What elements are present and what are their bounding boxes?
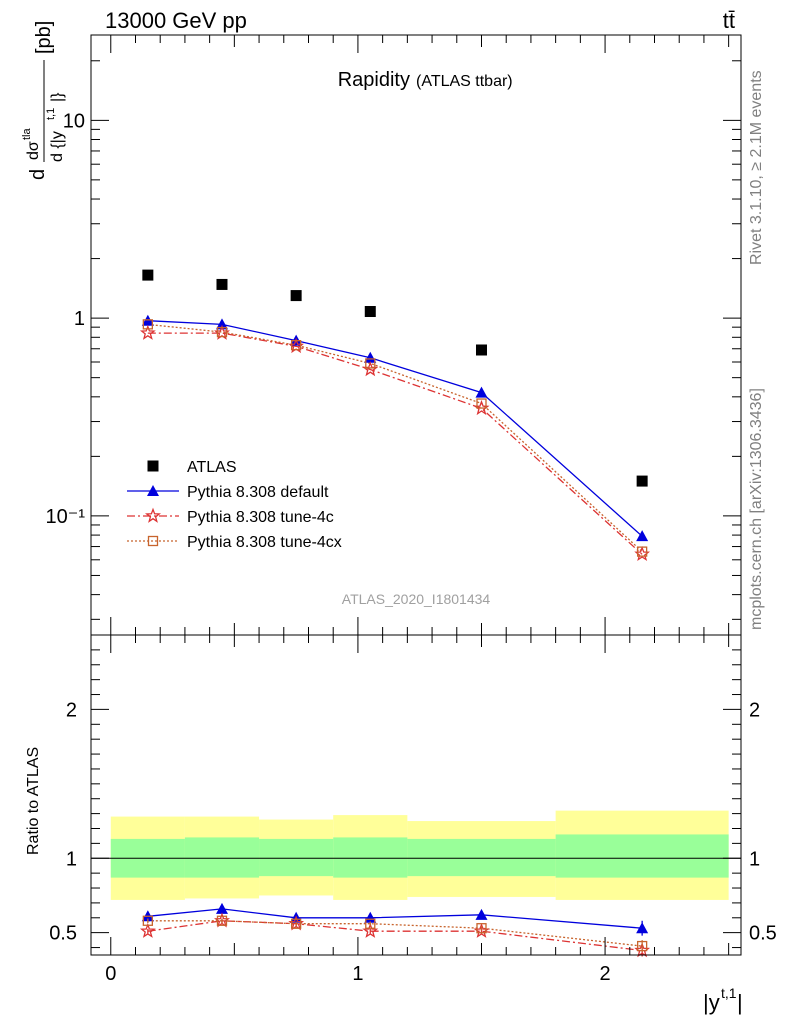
legend-label: Pythia 8.308 tune-4cx (187, 534, 342, 551)
data-point-triangle (364, 351, 377, 363)
ratio-panel: 0.5 0.5 1 1 2 2 0 1 2 Ratio to ATLAS |y t,1 | (25, 634, 777, 1015)
chart-subtitle: (ATLAS ttbar) (416, 73, 513, 90)
data-point-open-square (142, 915, 153, 926)
ratio-line-tune4cx (147, 920, 643, 947)
data-point-triangle (215, 318, 228, 330)
data-point-star (139, 324, 156, 340)
ratio-frame (90, 634, 742, 956)
series-line-default (147, 320, 643, 537)
uncertainty-band-inner (259, 838, 334, 877)
x-tick-label: 1 (352, 963, 363, 985)
svg-text:tla: tla (21, 128, 33, 141)
chart-title: Rapidity (338, 69, 410, 91)
data-point-triangle (475, 908, 488, 920)
y-tick-label: 10 (63, 110, 85, 132)
header-left: 13000 GeV pp (105, 8, 247, 33)
svg-text:dσ: dσ (25, 141, 42, 160)
legend-label: Pythia 8.308 tune-4c (187, 509, 334, 526)
ratio-ylabel: Ratio to ATLAS (25, 747, 42, 855)
legend: ATLAS Pythia 8.308 default Pythia 8.308 tu… (127, 459, 342, 551)
y-tick-label: 1 (74, 308, 85, 330)
series-line-tune4cx (147, 323, 643, 553)
series-line-tune4c (147, 332, 643, 555)
data-point-open-square (636, 940, 648, 952)
data-point-square (142, 269, 154, 281)
data-point-triangle (147, 485, 159, 496)
data-point-triangle (636, 922, 649, 934)
uncertainty-band-inner (407, 838, 556, 877)
svg-text:|y: |y (703, 990, 720, 1015)
svg-text:[pb]: [pb] (33, 21, 55, 54)
x-axis-label: |y t,1 | (703, 985, 743, 1015)
svg-text:d: d (27, 169, 49, 180)
ratio-line-default (147, 908, 643, 929)
legend-label: ATLAS (187, 459, 237, 476)
svg-text:t,1: t,1 (45, 108, 57, 120)
uncertainty-band-inner (555, 834, 729, 878)
ratio-y-tick-label-right: 1 (749, 848, 760, 870)
data-point-open-square (216, 326, 228, 338)
data-point-star (362, 922, 379, 938)
data-point-square (475, 344, 487, 356)
uncertainty-band-inner (333, 837, 408, 878)
svg-text:d {|y: d {|y (49, 131, 66, 162)
data-point-open-square (365, 358, 376, 369)
data-point-star (139, 922, 156, 938)
main-ylabel: d dσ tla d {|y t,1 |} [pb] (21, 21, 66, 180)
svg-text:t,1: t,1 (721, 985, 737, 1001)
data-point-open-square (147, 535, 159, 547)
x-tick-label: 0 (105, 963, 116, 985)
data-point-square (147, 460, 159, 472)
data-point-triangle (364, 911, 377, 923)
data-point-square (636, 475, 648, 487)
header-right: tt̄ (723, 8, 735, 33)
data-point-square (364, 306, 376, 318)
data-point-square (290, 290, 302, 302)
data-point-open-square (290, 340, 302, 351)
ratio-y-tick-label: 0.5 (49, 923, 77, 945)
x-tick-label: 2 (600, 963, 611, 985)
side-text-top: Rivet 3.1.10, ≥ 2.1M events (748, 70, 765, 265)
data-point-triangle (475, 386, 488, 398)
ratio-y-tick-label: 1 (66, 848, 77, 870)
data-point-square (216, 278, 228, 290)
watermark: ATLAS_2020_I1801434 (342, 591, 491, 607)
main-panel: 10⁻¹ 1 10 Rapidity (ATLAS ttbar) ATLAS_202… (21, 21, 742, 636)
uncertainty-band-inner (184, 837, 260, 878)
data-point-open-square (216, 915, 228, 926)
side-text-bottom: mcplots.cern.ch [arXiv:1306.3436] (748, 388, 765, 630)
data-point-open-square (476, 398, 487, 409)
data-point-star (145, 507, 161, 523)
legend-label: Pythia 8.308 default (187, 484, 329, 501)
ratio-y-tick-label-right: 0.5 (749, 923, 777, 945)
data-point-triangle (215, 902, 228, 914)
svg-text:|}: |} (49, 92, 66, 102)
svg-text:|: | (737, 990, 743, 1015)
ratio-y-tick-label-right: 2 (749, 699, 760, 721)
data-point-open-square (142, 319, 153, 330)
y-tick-label: 10⁻¹ (46, 506, 86, 528)
ratio-y-tick-label: 2 (66, 699, 77, 721)
data-point-open-square (365, 918, 376, 929)
data-point-open-square (636, 546, 648, 557)
data-point-triangle (636, 530, 649, 542)
data-point-open-square (476, 923, 487, 934)
data-point-open-square (290, 918, 302, 929)
